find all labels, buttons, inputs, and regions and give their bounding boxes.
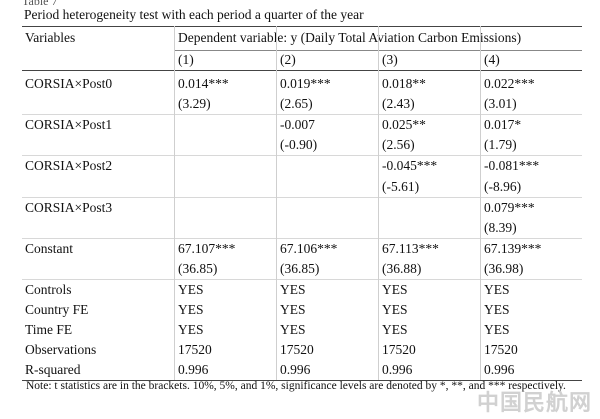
table-row: (8.39) (22, 218, 582, 238)
table-row: Time FE YES YES YES YES (22, 320, 582, 340)
table-cell: 67.113*** (382, 240, 439, 256)
table-cell: YES (178, 281, 204, 297)
row-label: CORSIA×Post1 (25, 117, 113, 133)
table-cell: (36.85) (178, 260, 218, 276)
table-row: CORSIA×Post0 0.014*** 0.019*** 0.018** 0.022… (22, 74, 582, 94)
table-label: Table 7 (22, 0, 58, 8)
table-cell: YES (382, 322, 408, 338)
table-cell: YES (178, 322, 204, 338)
bottom-rule (22, 380, 582, 382)
table-cell: 0.996 (178, 362, 209, 378)
table-cell: 0.079*** (484, 199, 535, 215)
table-row: (-5.61) (-8.96) (22, 176, 582, 196)
header-bottom-rule (22, 70, 582, 71)
row-label: Time FE (25, 322, 73, 338)
row-label: CORSIA×Post2 (25, 158, 113, 174)
table-cell: 67.139*** (484, 240, 542, 256)
table-cell: (2.65) (280, 96, 313, 112)
row-label: R-squared (25, 362, 81, 378)
table-cell: YES (382, 302, 408, 318)
table-cell: 0.996 (382, 362, 413, 378)
table-row: CORSIA×Post1 -0.007 0.025** 0.017* (22, 115, 582, 135)
table-cell: YES (382, 281, 408, 297)
table-row: Controls YES YES YES YES (22, 280, 582, 300)
regression-table: Variables Dependent variable: y (Daily T… (22, 26, 582, 382)
variables-header: Variables (25, 30, 76, 45)
table-cell: 0.996 (484, 362, 515, 378)
top-rule (22, 26, 582, 27)
table-cell: (8.39) (484, 219, 517, 235)
table-cell: 0.025** (382, 117, 426, 133)
dependent-variable-header: Dependent variable: y (Daily Total Aviat… (178, 30, 522, 45)
table-cell: 17520 (280, 342, 314, 358)
table-row: CORSIA×Post2 -0.045*** -0.081*** (22, 156, 582, 176)
table-row: R-squared 0.996 0.996 0.996 0.996 (22, 360, 582, 380)
table-cell: 0.022*** (484, 76, 535, 92)
table-cell: (-5.61) (382, 178, 420, 194)
row-label: Observations (25, 342, 97, 358)
table-cell: 17520 (484, 342, 518, 358)
row-label: CORSIA×Post0 (25, 76, 113, 92)
row-label: Country FE (25, 302, 89, 318)
column-divider (480, 26, 481, 381)
table-cell: 0.018** (382, 76, 426, 92)
table-cell: YES (484, 322, 510, 338)
table-cell: 0.019*** (280, 76, 331, 92)
row-separator (22, 114, 582, 116)
table-row: Constant 67.107*** 67.106*** 67.113*** 67.13… (22, 239, 582, 259)
header-row: Variables Dependent variable: y (Daily T… (22, 26, 582, 50)
table-row: (36.85) (36.85) (36.88) (36.98) (22, 259, 582, 279)
table-cell: YES (280, 322, 306, 338)
table-row: Country FE YES YES YES YES (22, 300, 582, 320)
row-separator (22, 237, 582, 239)
table-cell: YES (484, 281, 510, 297)
column-header-1: (1) (178, 52, 194, 67)
table-note: Note: t statistics are in the brackets. … (26, 380, 566, 392)
table-cell: (-8.96) (484, 178, 522, 194)
table-cell: (36.88) (382, 260, 422, 276)
table-cell: (2.56) (382, 137, 415, 153)
row-label: CORSIA×Post3 (25, 199, 113, 215)
column-divider (174, 26, 175, 381)
table-cell: (-0.90) (280, 137, 318, 153)
column-header-4: (4) (484, 52, 500, 67)
column-number-row: (1) (2) (3) (4) (22, 50, 582, 70)
table-cell: (36.98) (484, 260, 524, 276)
column-header-2: (2) (280, 52, 296, 67)
table-cell: 0.996 (280, 362, 311, 378)
row-separator (22, 155, 582, 157)
table-cell: (1.79) (484, 137, 517, 153)
table-cell: YES (280, 302, 306, 318)
table-row: Observations 17520 17520 17520 17520 (22, 340, 582, 360)
row-label: Constant (25, 240, 74, 256)
table-cell: -0.081*** (484, 158, 540, 174)
column-divider (378, 26, 379, 381)
table-cell: 0.017* (484, 117, 522, 133)
table-row: CORSIA×Post3 0.079*** (22, 198, 582, 218)
table-row: (3.29) (2.65) (2.43) (3.01) (22, 94, 582, 114)
table-body: CORSIA×Post0 0.014*** 0.019*** 0.018** 0.022… (22, 70, 582, 380)
table-cell: 0.014*** (178, 76, 229, 92)
table-cell: (2.43) (382, 96, 415, 112)
table-caption: Period heterogeneity test with each peri… (24, 7, 364, 22)
table-cell: (36.85) (280, 260, 320, 276)
column-header-3: (3) (382, 52, 398, 67)
table-cell: 67.106*** (280, 240, 338, 256)
table-cell: 17520 (382, 342, 416, 358)
table-cell: (3.01) (484, 96, 517, 112)
row-separator (22, 196, 582, 198)
table-cell: (3.29) (178, 96, 211, 112)
table-cell: YES (280, 281, 306, 297)
row-separator (22, 278, 582, 280)
table-cell: YES (178, 302, 204, 318)
row-label: Controls (25, 281, 72, 297)
table-row: (-0.90) (2.56) (1.79) (22, 135, 582, 155)
table-cell: -0.007 (280, 117, 315, 133)
column-divider (276, 26, 277, 381)
table-cell: 67.107*** (178, 240, 236, 256)
table-cell: -0.045*** (382, 158, 438, 174)
watermark-logo: 中国民航网 (476, 391, 592, 416)
table-cell: 17520 (178, 342, 212, 358)
table-cell: YES (484, 302, 510, 318)
